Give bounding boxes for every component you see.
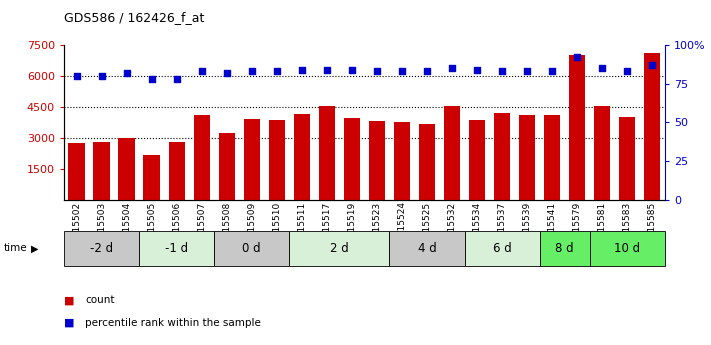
Point [271,68,282,74]
Point [71,73,82,79]
Bar [244,119,260,200]
Text: 4 d: 4 d [417,242,437,255]
Point [521,68,533,74]
Point [396,68,407,74]
Text: count: count [85,295,114,305]
Point [171,76,182,82]
Text: ■: ■ [64,295,75,305]
Bar [444,106,460,200]
Bar [469,120,485,200]
Bar [594,106,610,200]
Bar [119,138,134,200]
Bar [93,142,109,200]
Bar [619,117,636,200]
Point [547,68,558,74]
Point [246,68,257,74]
Text: GDS586 / 162426_f_at: GDS586 / 162426_f_at [64,11,204,24]
Bar [544,115,560,200]
Point [146,76,157,82]
Bar [519,115,535,200]
Point [646,62,658,68]
Bar [193,115,210,200]
Bar [343,118,360,200]
Text: 8 d: 8 d [555,242,574,255]
Point [572,55,583,60]
Point [346,67,358,72]
Bar [294,114,310,200]
Point [371,68,383,74]
Bar [269,120,285,200]
Text: 10 d: 10 d [614,242,641,255]
Point [471,67,483,72]
Point [496,68,508,74]
Point [621,68,633,74]
Point [221,70,232,76]
Bar [68,143,85,200]
Bar [169,142,185,200]
Text: 2 d: 2 d [330,242,348,255]
Bar [369,121,385,200]
Point [96,73,107,79]
Text: ▶: ▶ [31,244,38,253]
Bar [644,53,661,200]
Bar [319,106,335,200]
Text: time: time [4,244,27,253]
Bar [569,55,585,200]
Bar [394,122,410,200]
Bar [419,124,435,200]
Point [321,67,333,72]
Bar [494,113,510,200]
Point [121,70,132,76]
Point [196,68,208,74]
Point [296,67,307,72]
Bar [144,155,160,200]
Text: 0 d: 0 d [242,242,261,255]
Text: percentile rank within the sample: percentile rank within the sample [85,318,261,327]
Point [422,68,433,74]
Bar [218,133,235,200]
Point [447,66,458,71]
Text: -2 d: -2 d [90,242,113,255]
Text: ■: ■ [64,318,75,327]
Text: 6 d: 6 d [493,242,511,255]
Point [597,66,608,71]
Text: -1 d: -1 d [165,242,188,255]
